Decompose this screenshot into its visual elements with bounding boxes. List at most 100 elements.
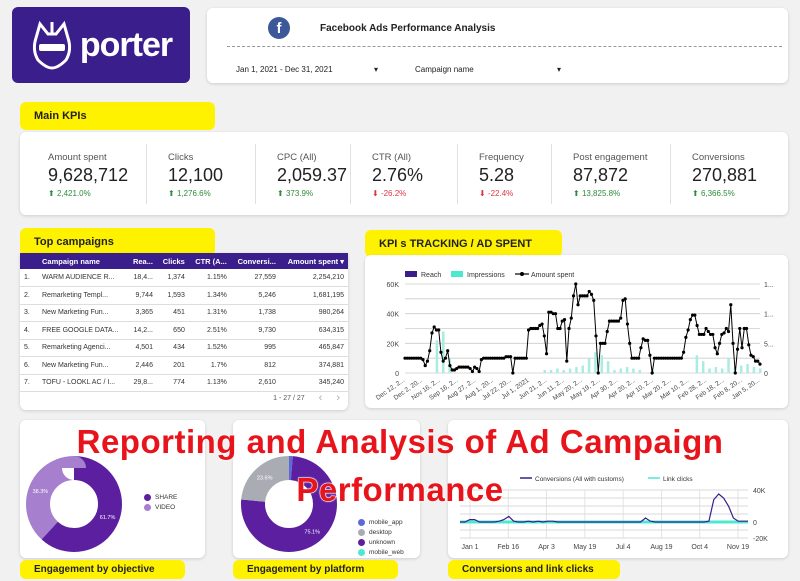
column-header[interactable] <box>20 253 38 269</box>
amount-spent-point <box>720 332 724 337</box>
impressions-bar <box>442 331 445 373</box>
amount-spent-point <box>637 356 641 360</box>
slice-unknown <box>241 456 337 552</box>
report-title: Facebook Ads Performance Analysis <box>320 23 496 34</box>
arrow-up-icon: ⬆ <box>48 189 57 198</box>
amount-spent-point <box>598 341 603 345</box>
date-range-picker[interactable]: Jan 1, 2021 - Dec 31, 2021 ▾ <box>236 65 378 74</box>
date-range-value: Jan 1, 2021 - Dec 31, 2021 <box>236 65 333 74</box>
amount-spent-point <box>571 294 576 298</box>
column-header[interactable]: Rea... <box>127 253 157 269</box>
next-page-icon[interactable]: › <box>336 392 340 404</box>
kpi-delta-value: 373.9% <box>285 189 314 198</box>
amount-spent-point <box>675 356 679 360</box>
impressions-bar <box>606 361 610 373</box>
slice-label: 61.7% <box>100 515 116 521</box>
amount-spent-point <box>583 294 587 298</box>
amount-spent-point <box>511 371 515 375</box>
column-header[interactable]: CTR (A... <box>188 253 231 269</box>
amount-spent-point <box>466 365 470 369</box>
legend-label: unknown <box>369 538 396 546</box>
amount-spent-point <box>643 338 648 342</box>
arrow-up-icon: ⬆ <box>277 189 286 198</box>
amount-spent-point <box>515 356 519 360</box>
kpi-delta: ⬆ 6,366.5% <box>692 189 757 198</box>
y-right-tick-label: 1... <box>764 312 774 319</box>
amount-spent-point <box>544 352 549 356</box>
amount-spent-point <box>659 356 663 360</box>
arrow-up-icon: ⬆ <box>573 189 582 198</box>
amount-spent-point <box>524 356 528 360</box>
amount-spent-point <box>596 371 600 375</box>
amount-spent-point <box>731 341 735 345</box>
table-row[interactable]: 7. TOFU - LOOKL AC / I... 29,8... 774 1.13% 2… <box>20 374 348 392</box>
table-row[interactable]: 2. Remarketing Templ... 9,744 1,593 1.34% 5,2… <box>20 286 348 305</box>
impressions-bar <box>587 358 591 373</box>
top-campaigns-label: Top campaigns <box>20 228 215 256</box>
amount-spent-point <box>423 363 427 368</box>
table-row[interactable]: 3. New Marketing Fun... 3,365 451 1.31% 1,738… <box>20 304 348 322</box>
amount-spent-point <box>729 303 733 307</box>
legend-label: Reach <box>421 272 441 279</box>
amount-spent-point <box>457 365 461 369</box>
campaign-filter-label: Campaign name <box>415 65 474 74</box>
kpi-scorecards: Amount spent 9,628,712 ⬆ 2,421.0% Clicks 12,… <box>20 132 788 215</box>
engagement-platform-chart: 75.1% 23.6% mobile_app desktop unknown mobil… <box>233 420 420 558</box>
table-row[interactable]: 1. WARM AUDIENCE R... 18,4... 1,374 1.15% 27,… <box>20 269 348 287</box>
amount-spent-point <box>697 332 701 337</box>
amount-spent-point <box>452 368 457 372</box>
table-row[interactable]: 4. FREE GOOGLE DATA... 14,2... 650 2.51% 9,73… <box>20 321 348 340</box>
x-tick-label: Jan 1 <box>461 544 478 551</box>
table-cell: 6. <box>20 356 38 375</box>
column-header[interactable]: Conversi... <box>230 253 280 269</box>
amount-spent-point <box>578 294 582 298</box>
legend-dot <box>358 518 365 526</box>
amount-spent-point <box>693 313 697 317</box>
table-cell: 9,744 <box>127 286 157 305</box>
amount-spent-point <box>724 326 728 331</box>
prev-page-icon[interactable]: ‹ <box>318 392 323 404</box>
amount-spent-point <box>650 371 654 375</box>
table-cell: 451 <box>156 304 189 322</box>
amount-spent-point <box>607 319 612 323</box>
x-tick-label: Aug 19 <box>650 544 672 551</box>
impressions-bar <box>613 370 616 373</box>
table-cell: 9,730 <box>230 321 280 340</box>
legend-item-desktop: desktop <box>358 527 404 537</box>
amount-spent-point <box>455 366 459 371</box>
kpi-delta: ⬆ 373.9% <box>277 189 347 198</box>
conversions-clicks-label: Conversions and link clicks <box>448 560 620 579</box>
amount-spent-point <box>657 356 661 360</box>
amount-spent-point <box>621 298 625 302</box>
amount-spent-point <box>576 303 580 307</box>
amount-spent-point <box>412 356 416 360</box>
amount-spent-point <box>509 355 513 359</box>
table-row[interactable]: 5. Remarketing Agenci... 4,501 434 1.52% 995 4… <box>20 339 348 357</box>
amount-spent-point <box>504 355 508 359</box>
legend-item-mobile_web: mobile_web <box>358 547 404 557</box>
table-cell: 634,315 <box>279 321 348 340</box>
column-header[interactable]: Amount spent ▾ <box>279 253 348 269</box>
amount-spent-point <box>641 337 645 341</box>
y-tick-label: 60K <box>387 282 400 289</box>
cat-mascot-icon <box>32 20 71 70</box>
campaign-filter[interactable]: Campaign name ▾ <box>415 65 561 74</box>
table-row[interactable]: 6. New Marketing Fun... 2,446 201 1.7% 812 374… <box>20 356 348 375</box>
column-header[interactable]: Campaign name <box>38 253 128 269</box>
table-cell: 1. <box>20 269 38 287</box>
impressions-bar <box>581 365 584 373</box>
amount-spent-point <box>634 356 639 360</box>
amount-spent-point <box>443 356 448 360</box>
amount-spent-point <box>610 319 614 323</box>
arrow-up-icon: ⬆ <box>692 189 701 198</box>
impressions-bar <box>625 367 629 373</box>
amount-spent-point <box>407 356 412 360</box>
column-header[interactable]: Clicks <box>156 253 189 269</box>
dropdown-arrow-icon: ▾ <box>556 65 561 74</box>
slice-label: 75.1% <box>304 530 320 536</box>
engagement-platform-label: Engagement by platform <box>233 560 398 579</box>
kpi-value: 270,881 <box>692 165 758 185</box>
divider <box>227 46 782 47</box>
kpi-label: CTR (All) <box>372 152 412 163</box>
table-cell: 345,240 <box>279 374 348 392</box>
